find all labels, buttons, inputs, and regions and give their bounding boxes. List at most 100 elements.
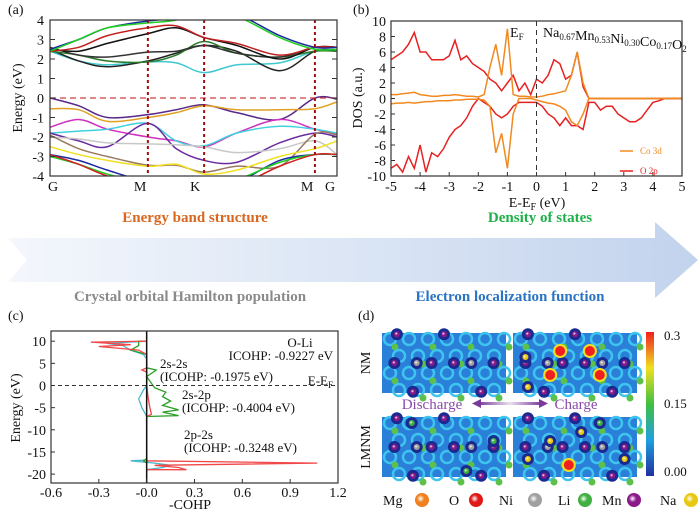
band-line	[50, 153, 337, 176]
atom-mn-icon	[627, 493, 641, 507]
atom-mn	[410, 388, 416, 395]
atom-na	[621, 456, 628, 462]
x-tick-label: 2	[591, 180, 598, 195]
cohp-series	[90, 340, 318, 471]
legend-label-li: Li	[558, 494, 571, 509]
y-tick-label: 2	[379, 77, 386, 92]
atom-mn	[581, 444, 588, 450]
elf-ring	[570, 449, 586, 465]
dos-x-axis-label: E-EF (eV)	[509, 196, 566, 213]
x-tick-label: 5	[679, 180, 686, 195]
elf-ring	[458, 415, 474, 431]
atom-mn	[391, 360, 398, 366]
x-tick-label: -3	[443, 180, 455, 195]
x-tick-label: 0.3	[186, 486, 204, 501]
elf-blob	[598, 343, 606, 351]
x-tick-label: 4	[649, 180, 656, 195]
elf-map-nm-discharge	[382, 328, 513, 402]
atom-mn	[609, 472, 616, 479]
fermi-sub: F	[328, 380, 333, 390]
atom-mn	[581, 360, 588, 366]
colorbar-tick: 0.3	[664, 328, 680, 343]
elf-blob	[636, 377, 644, 385]
atom-ni	[599, 444, 606, 450]
band-line	[50, 136, 337, 156]
cohp-fermi-label: E-EF	[308, 373, 333, 390]
elf-blob	[588, 478, 596, 486]
atom-na	[524, 384, 531, 390]
series-label-2s-2s: 2s-2s	[160, 356, 187, 371]
legend-label-mn: Mn	[602, 494, 621, 509]
atom-mn	[559, 444, 566, 450]
atom-mn	[541, 388, 547, 395]
dos-title: Density of states	[488, 210, 592, 226]
colorbar	[646, 332, 654, 476]
elf-ring	[486, 382, 502, 398]
total-icohp: ICOHP: -0.9227 eV	[229, 348, 334, 363]
y-tick-label: 4	[37, 14, 44, 29]
elf-blob	[391, 461, 399, 469]
elf-blob	[598, 427, 606, 435]
elf-blob	[550, 478, 558, 486]
atom-mn	[428, 360, 435, 366]
atom-o-icon	[469, 493, 483, 507]
k-point-label: G	[325, 180, 335, 195]
cohp-line-2s-2p	[129, 340, 179, 464]
elf-ring	[589, 331, 605, 347]
elf-blob	[505, 343, 513, 351]
atom-mn	[609, 388, 616, 395]
elf-blob	[391, 343, 399, 351]
progress-arrow	[8, 222, 698, 298]
x-tick-label: -1	[502, 180, 514, 195]
elf-blob	[467, 377, 475, 385]
elf-ring	[551, 415, 567, 431]
plot-frame	[50, 330, 339, 484]
elf-ring	[429, 382, 445, 398]
elf-ring	[608, 365, 624, 381]
atom-mn	[621, 360, 628, 366]
elf-ring	[496, 365, 512, 381]
formula-element: Na	[543, 26, 560, 41]
elf-ring	[532, 331, 548, 347]
x-tick-label: 0.6	[234, 486, 252, 501]
atom-na-icon	[684, 493, 698, 507]
elf-blob	[522, 427, 530, 435]
y-tick-label: -8	[374, 155, 386, 170]
atom-mn	[490, 360, 497, 366]
elf-ring	[627, 331, 643, 347]
y-tick-label: 4	[379, 62, 386, 77]
dos-line-o-2p-down	[391, 97, 682, 174]
plot-frame	[390, 20, 683, 177]
formula-element: Ni	[610, 32, 624, 47]
elf-blob	[626, 478, 634, 486]
elf-ring	[458, 331, 474, 347]
compound-formula: Na0.67Mn0.53Ni0.30Co0.17O2	[543, 26, 687, 54]
elf-ring	[391, 466, 407, 482]
xlabel-sub: F	[531, 202, 537, 213]
k-point-label: K	[190, 180, 200, 195]
elf-map-nm-charge	[513, 328, 644, 402]
elf-ring	[579, 466, 595, 482]
atom-mn	[572, 331, 578, 338]
elf-blob	[429, 343, 437, 351]
atom-mn	[428, 444, 435, 450]
elf-ring	[486, 466, 502, 482]
elf-ring	[401, 331, 417, 347]
atom-ni-icon	[528, 493, 542, 507]
cohp-title: Crystal orbital Hamilton population	[74, 289, 307, 305]
legend-label-mg: Mg	[383, 494, 402, 509]
atom-mn	[450, 444, 457, 450]
row-label-lmnm: LMNM	[359, 425, 374, 469]
series-icohp-2p-2s: (ICOHP: -0.3248 eV)	[184, 440, 297, 455]
elf-ring	[532, 415, 548, 431]
formula-subscript: 0.17	[656, 41, 672, 51]
elf-blob	[429, 461, 437, 469]
elf-blob	[457, 478, 465, 486]
elf-ring	[608, 415, 624, 431]
elf-blob	[636, 427, 644, 435]
atom-mn	[441, 331, 447, 338]
atom-mn	[478, 388, 485, 395]
elf-maps	[382, 328, 644, 486]
